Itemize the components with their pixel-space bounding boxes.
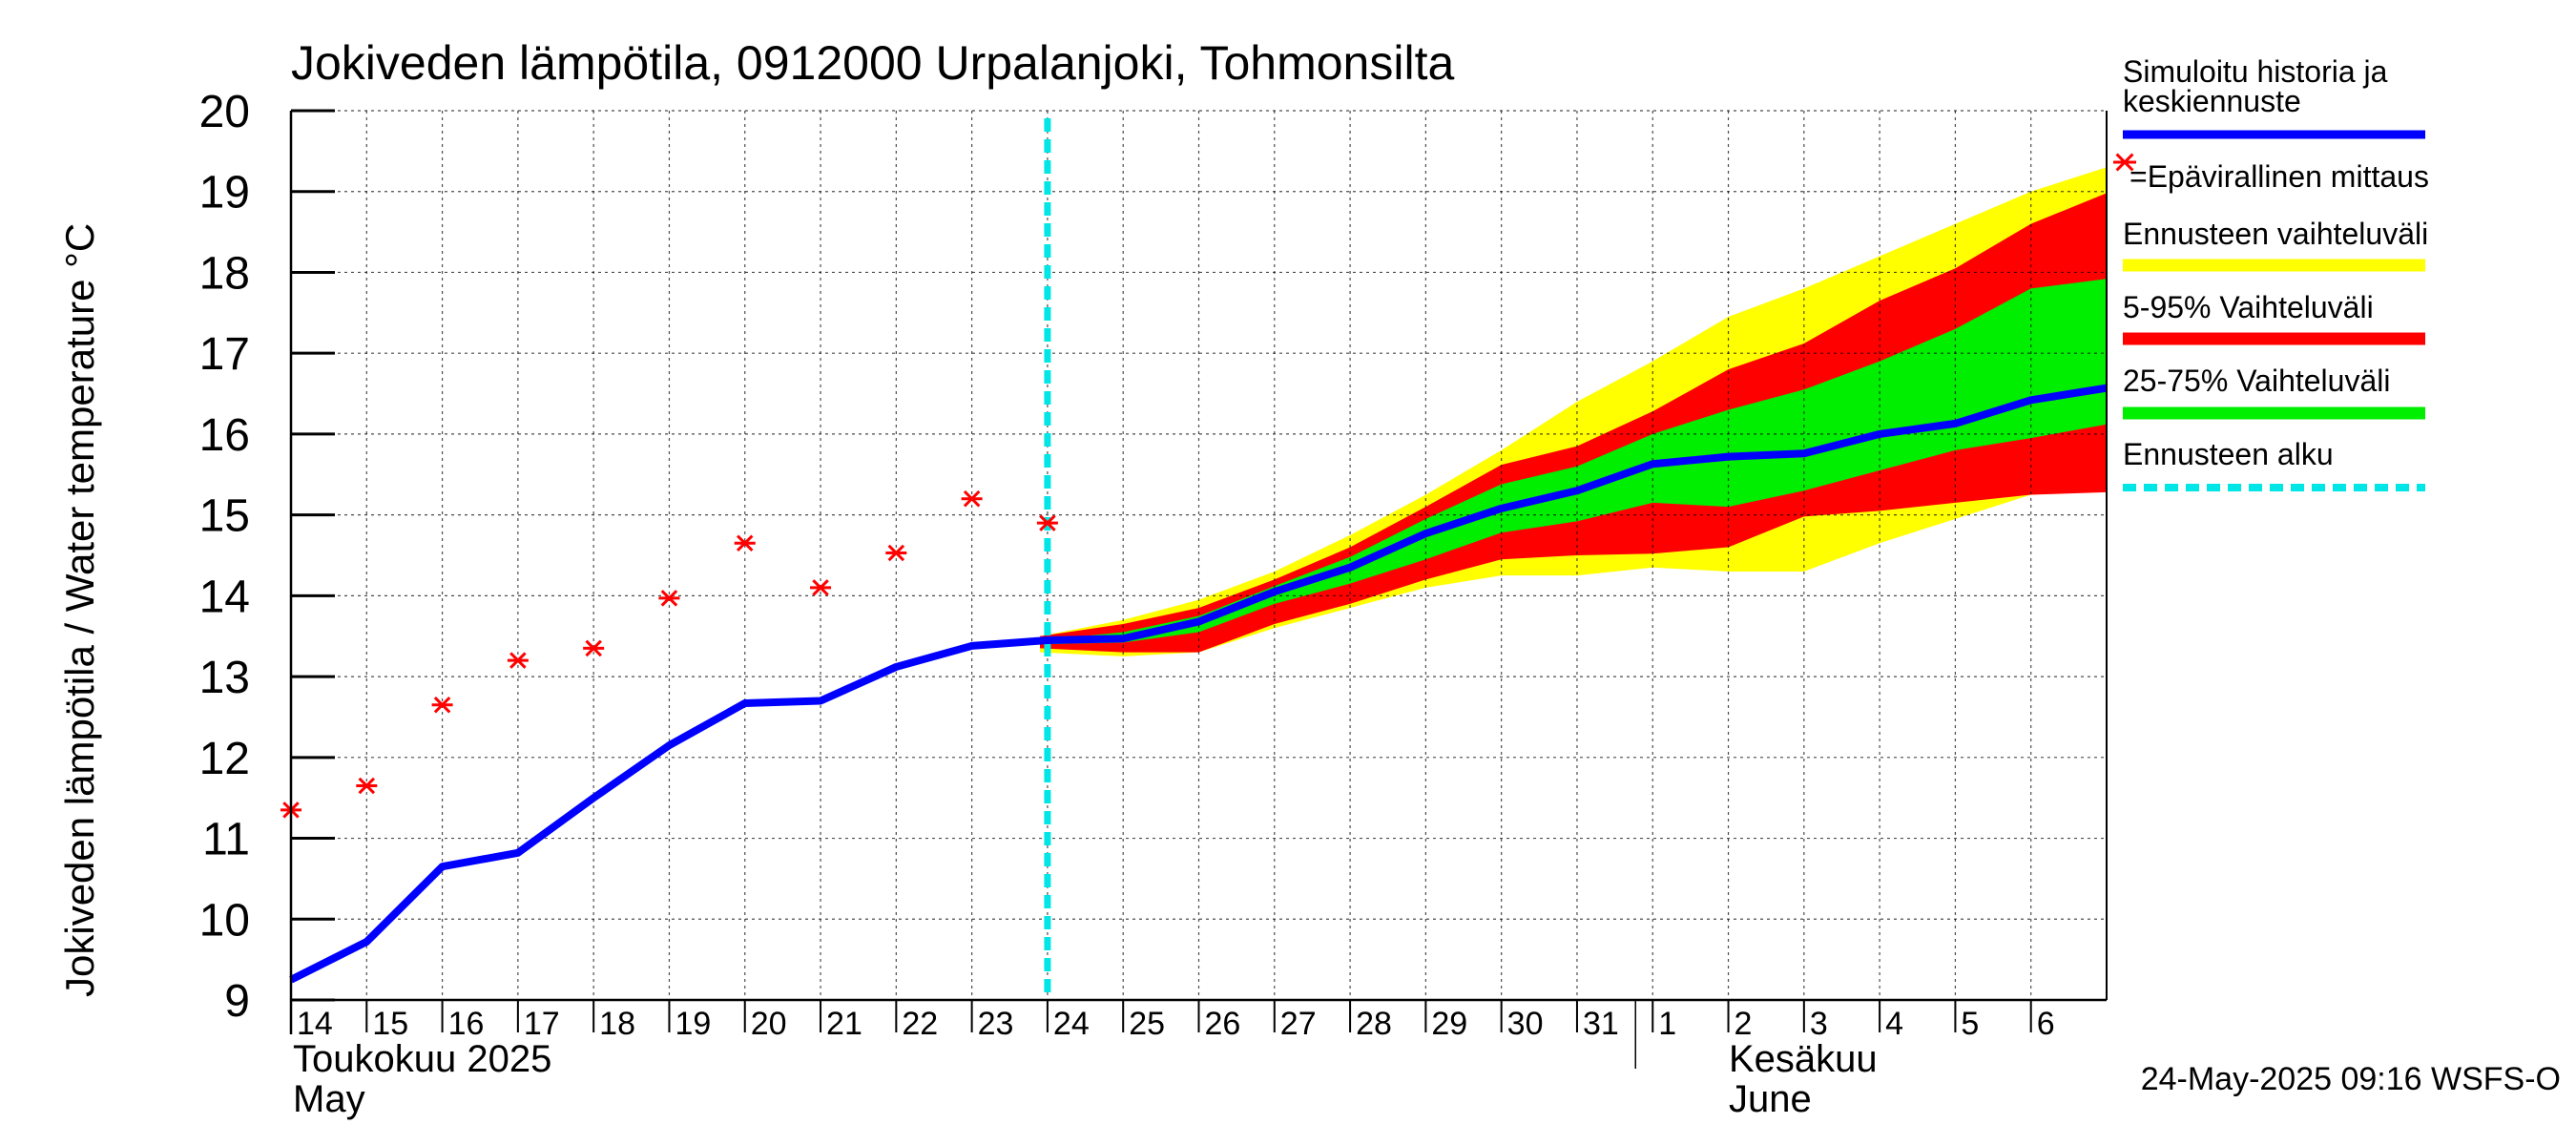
legend-label-band-3: 25-75% Vaihteluväli bbox=[2123, 364, 2390, 398]
y-tick-label: 16 bbox=[199, 410, 250, 461]
measurement-point bbox=[507, 652, 529, 669]
x-tick-label: 5 bbox=[1961, 1006, 1979, 1042]
x-tick-label: 1 bbox=[1658, 1006, 1676, 1042]
measurement-point bbox=[431, 696, 453, 714]
x-tick-label: 31 bbox=[1583, 1006, 1619, 1042]
y-tick-label: 20 bbox=[199, 87, 250, 137]
measurement-point bbox=[583, 639, 605, 657]
measurement-point bbox=[1036, 514, 1058, 531]
star-stroke bbox=[736, 534, 754, 552]
measurement-point bbox=[658, 590, 680, 607]
star-stroke bbox=[812, 579, 829, 596]
y-tick-label: 10 bbox=[199, 895, 250, 946]
grid-lines bbox=[291, 110, 2107, 1000]
legend-label-simulated-2: keskiennuste bbox=[2123, 84, 2301, 118]
legend-swatch-measurement bbox=[2113, 153, 2136, 172]
y-tick-label: 19 bbox=[199, 168, 250, 219]
y-tick-label: 11 bbox=[202, 815, 250, 865]
legend-label-band-1: Ennusteen vaihteluväli bbox=[2123, 217, 2428, 251]
star-stroke bbox=[1039, 514, 1056, 531]
x-tick-label: 28 bbox=[1356, 1006, 1392, 1042]
x-tick-label: 17 bbox=[524, 1006, 560, 1042]
data-series bbox=[280, 118, 2108, 1000]
month-label-may-en: May bbox=[293, 1078, 365, 1120]
measurement-point bbox=[961, 489, 983, 508]
legend-label-measurement: =Epävirallinen mittaus bbox=[2129, 159, 2429, 194]
y-tick-label: 17 bbox=[199, 329, 250, 380]
x-tick-label: 23 bbox=[978, 1006, 1014, 1042]
x-tick-label: 15 bbox=[372, 1006, 408, 1042]
x-tick-label: 25 bbox=[1129, 1006, 1165, 1042]
y-tick-label: 9 bbox=[224, 976, 250, 1027]
legend-label-forecast-start: Ennusteen alku bbox=[2123, 437, 2334, 471]
x-tick-label: 2 bbox=[1735, 1006, 1753, 1042]
star-stroke bbox=[2115, 153, 2134, 172]
star-stroke bbox=[433, 696, 451, 714]
footer-timestamp: 24-May-2025 09:16 WSFS-O bbox=[2141, 1061, 2561, 1097]
x-tick-label: 21 bbox=[826, 1006, 862, 1042]
measurement-point bbox=[356, 777, 378, 795]
x-tick-label: 3 bbox=[1810, 1006, 1828, 1042]
y-tick-label: 12 bbox=[199, 734, 250, 784]
x-tick-label: 24 bbox=[1053, 1006, 1090, 1042]
x-tick-label: 19 bbox=[675, 1006, 711, 1042]
y-axis-label: Jokiveden lämpötila / Water temperature … bbox=[57, 223, 102, 997]
forecast-bands bbox=[1039, 167, 2107, 656]
x-tick-label: 26 bbox=[1205, 1006, 1241, 1042]
chart-title: Jokiveden lämpötila, 0912000 Urpalanjoki… bbox=[291, 36, 1454, 90]
month-label-june-en: June bbox=[1729, 1078, 1812, 1120]
star-stroke bbox=[963, 489, 981, 508]
x-tick-label: 20 bbox=[751, 1006, 787, 1042]
star-stroke bbox=[358, 777, 376, 795]
y-tick-label: 15 bbox=[199, 491, 250, 542]
band-1 bbox=[1039, 167, 2107, 656]
band-3 bbox=[1039, 279, 2107, 645]
star-stroke bbox=[887, 544, 905, 562]
y-tick-label: 14 bbox=[199, 572, 250, 622]
star-stroke bbox=[509, 652, 527, 669]
x-tick-label: 29 bbox=[1431, 1006, 1467, 1042]
x-tick-label: 14 bbox=[297, 1006, 333, 1042]
legend-label-simulated: Simuloitu historia ja bbox=[2123, 54, 2388, 89]
x-tick-label: 18 bbox=[599, 1006, 635, 1042]
measurement-point bbox=[734, 534, 756, 552]
x-tick-label: 4 bbox=[1885, 1006, 1903, 1042]
x-tick-label: 30 bbox=[1507, 1006, 1544, 1042]
x-tick-label: 22 bbox=[902, 1006, 938, 1042]
x-tick-label: 6 bbox=[2037, 1006, 2055, 1042]
measurement-point bbox=[885, 544, 907, 562]
month-label-may: Toukokuu 2025 bbox=[293, 1038, 551, 1080]
star-stroke bbox=[585, 639, 602, 657]
star-stroke bbox=[660, 590, 678, 607]
x-tick-label: 16 bbox=[448, 1006, 485, 1042]
x-tick-label: 27 bbox=[1280, 1006, 1317, 1042]
measurement-point bbox=[810, 579, 832, 596]
y-tick-label: 18 bbox=[199, 248, 250, 299]
legend-label-band-2: 5-95% Vaihteluväli bbox=[2123, 290, 2374, 324]
month-label-june: Kesäkuu bbox=[1729, 1038, 1878, 1080]
y-tick-label: 13 bbox=[199, 653, 250, 703]
series-line-1 bbox=[289, 384, 2108, 984]
